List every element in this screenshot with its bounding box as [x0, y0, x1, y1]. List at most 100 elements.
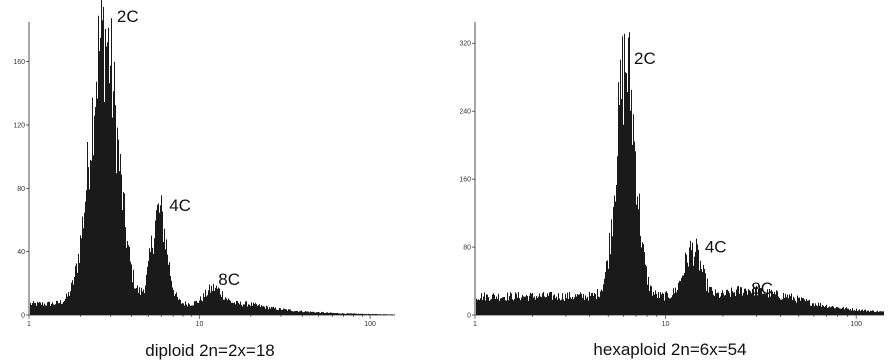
histogram-bar — [501, 298, 502, 315]
histogram-bar — [644, 252, 645, 315]
histogram-bar — [670, 298, 671, 315]
histogram-bar — [286, 309, 287, 315]
histogram-bar — [752, 289, 753, 315]
histogram-bar — [687, 262, 688, 315]
histogram-bar — [578, 294, 579, 315]
histogram-bar — [287, 310, 288, 315]
histogram-bar — [273, 306, 274, 315]
histogram-bar — [831, 306, 832, 315]
histogram-bar — [500, 298, 501, 315]
histogram-bar — [132, 282, 133, 315]
histogram-bar — [609, 232, 610, 315]
histogram-bar — [728, 291, 729, 315]
histogram-bar — [814, 306, 815, 315]
histogram-bar — [506, 300, 507, 315]
histogram-bar — [877, 310, 878, 315]
histogram-bar — [651, 286, 652, 315]
histogram-bar — [696, 238, 697, 315]
histogram-bar — [343, 313, 344, 315]
histogram-bar — [233, 303, 234, 315]
histogram-bar — [311, 312, 312, 315]
histogram-bar — [139, 287, 140, 315]
histogram-bar — [734, 292, 735, 315]
histogram-bar — [122, 210, 123, 315]
histogram-bar — [800, 300, 801, 315]
histogram-bar — [201, 300, 202, 315]
histogram-bar — [878, 312, 879, 315]
histogram-bar — [667, 293, 668, 315]
histogram-bar — [757, 295, 758, 315]
histogram-bar — [291, 310, 292, 315]
histogram-bar — [249, 304, 250, 315]
histogram-bar — [515, 292, 516, 315]
histogram-bar — [804, 299, 805, 315]
histogram-bar — [56, 300, 57, 315]
histogram-bar — [71, 282, 72, 315]
histogram-bar — [187, 306, 188, 315]
histogram-bar — [636, 204, 637, 315]
histogram-bar — [864, 309, 865, 315]
histogram-bar — [390, 314, 391, 315]
histogram-bar — [540, 296, 541, 315]
histogram-bar — [123, 192, 124, 315]
histogram-bar — [299, 311, 300, 315]
histogram-bar — [140, 294, 141, 315]
histogram-bar — [510, 292, 511, 315]
histogram-bar — [370, 314, 371, 315]
histogram-bar — [98, 15, 99, 316]
histogram-bar — [379, 314, 380, 315]
histogram-bar — [126, 247, 127, 315]
histogram-bar — [662, 292, 663, 315]
histogram-bar — [681, 277, 682, 315]
histogram-bar — [554, 294, 555, 315]
histogram-bar — [843, 306, 844, 315]
histogram-bar — [206, 296, 207, 315]
histogram-bar — [701, 269, 702, 315]
y-tick-label: 320 — [459, 41, 471, 48]
histogram-bar — [354, 313, 355, 315]
histogram-bar — [270, 308, 271, 315]
histogram-bar — [275, 307, 276, 315]
histogram-bar — [776, 290, 777, 315]
histogram-bar — [207, 295, 208, 315]
histogram-bar — [342, 313, 343, 315]
histogram-bar — [773, 293, 774, 315]
histogram-bar — [55, 304, 56, 315]
histogram-bar — [238, 302, 239, 315]
histogram-bar — [572, 296, 573, 315]
histogram-bar — [323, 312, 324, 315]
histogram-bar — [688, 266, 689, 315]
histogram-bar — [121, 174, 122, 315]
histogram-bar — [170, 275, 171, 315]
histogram-bar — [242, 306, 243, 315]
histogram-bar — [822, 304, 823, 315]
peak-label-8c: 8C — [218, 270, 240, 289]
histogram-bar — [780, 299, 781, 315]
histogram-bar — [618, 82, 619, 315]
histogram-bar — [769, 288, 770, 315]
histogram-bar — [756, 285, 757, 315]
histogram-bar — [795, 300, 796, 315]
histogram-bar — [193, 305, 194, 315]
histogram-bar — [691, 250, 692, 315]
histogram-bar — [203, 293, 204, 315]
histogram-bar — [727, 289, 728, 315]
histogram-bar — [827, 308, 828, 315]
histogram-bar — [499, 300, 500, 315]
histogram-bar — [200, 296, 201, 315]
histogram-bar — [251, 302, 252, 315]
histogram-bar — [638, 209, 639, 315]
histogram-bar — [597, 288, 598, 315]
histogram-bar — [40, 302, 41, 315]
histogram-bar — [601, 289, 602, 315]
histogram-bar — [509, 296, 510, 315]
histogram-bar — [483, 296, 484, 315]
histogram-bar — [330, 312, 331, 315]
histogram-bar — [595, 294, 596, 315]
histogram-bar — [519, 298, 520, 315]
histogram-bar — [143, 289, 144, 315]
histogram-bar — [497, 298, 498, 315]
histogram-bar — [161, 195, 162, 315]
histogram-bar — [854, 310, 855, 315]
histogram-bar — [494, 294, 495, 315]
